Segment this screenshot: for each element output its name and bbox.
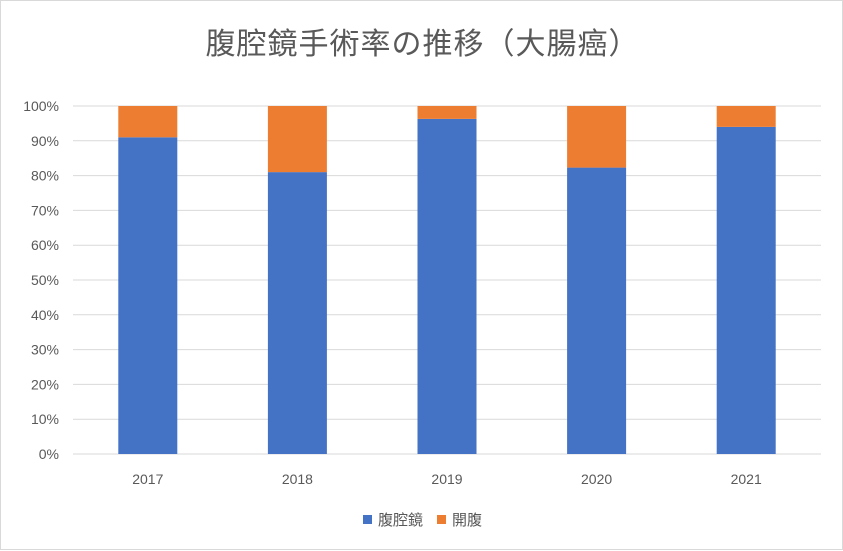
x-tick-label: 2017 (132, 471, 163, 487)
x-tick-label: 2018 (282, 471, 313, 487)
x-tick-label: 2019 (431, 471, 462, 487)
legend-item-open: 開腹 (437, 509, 482, 530)
chart-legend: 腹腔鏡 開腹 (1, 509, 843, 530)
bar-laparoscopic-2021 (716, 126, 776, 454)
bar-laparoscopic-2018 (267, 172, 327, 454)
y-tick-label: 20% (31, 376, 59, 392)
bar-laparoscopic-2017 (118, 137, 178, 454)
x-tick-label: 2020 (581, 471, 612, 487)
bar-open-2017 (118, 106, 178, 138)
y-tick-label: 80% (31, 168, 59, 184)
chart-title: 腹腔鏡手術率の推移（大腸癌） (205, 27, 640, 62)
y-tick-label: 30% (31, 342, 59, 358)
bar-open-2020 (567, 106, 627, 168)
legend-swatch-open (437, 515, 446, 524)
y-tick-label: 60% (31, 237, 59, 253)
bar-open-2021 (716, 106, 776, 127)
x-tick-label: 2021 (731, 471, 762, 487)
y-tick-label: 40% (31, 307, 59, 323)
y-tick-label: 90% (31, 133, 59, 149)
y-tick-label: 100% (23, 98, 59, 114)
bar-laparoscopic-2020 (567, 167, 627, 454)
legend-item-laparoscopic: 腹腔鏡 (362, 509, 423, 530)
y-tick-label: 10% (31, 411, 59, 427)
bar-open-2018 (267, 106, 327, 173)
y-tick-label: 0% (39, 446, 59, 462)
legend-swatch-laparoscopic (362, 515, 372, 524)
y-tick-label: 50% (31, 272, 59, 288)
y-tick-label: 70% (31, 202, 59, 218)
legend-label-open: 開腹 (452, 511, 483, 529)
legend-label-laparoscopic: 腹腔鏡 (377, 511, 423, 529)
bar-laparoscopic-2019 (417, 118, 477, 454)
bar-open-2019 (417, 106, 477, 119)
